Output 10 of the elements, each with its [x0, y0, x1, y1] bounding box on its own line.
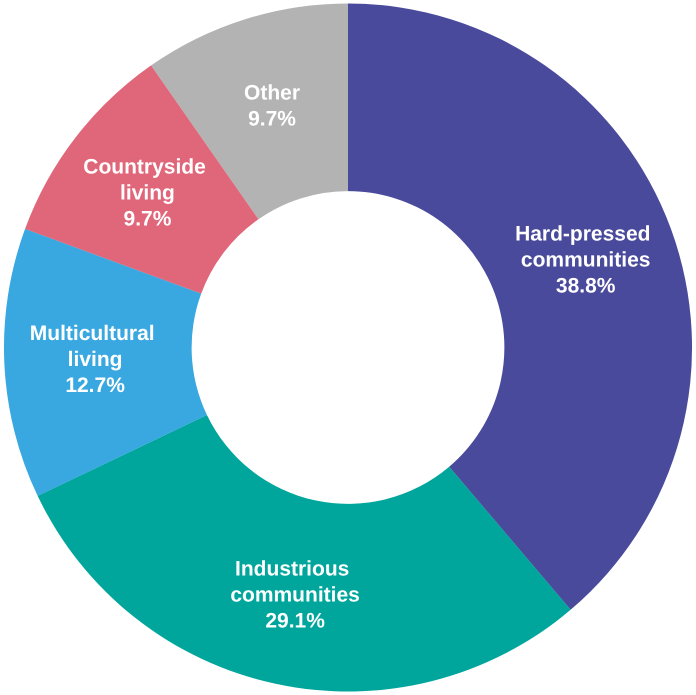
slice-label: Other	[244, 81, 300, 104]
data-label: 12.7%	[65, 374, 126, 397]
data-label: 9.7%	[124, 207, 172, 230]
slice-label: Multicultural living	[30, 322, 160, 371]
slice-label: Industrious communities	[230, 558, 360, 607]
data-label: 38.8%	[556, 274, 616, 298]
slice-label: Countryside living	[83, 155, 212, 204]
data-label: 29.1%	[265, 610, 326, 633]
slice-label: Hard-pressed communities	[515, 222, 656, 272]
data-label: 9.7%	[248, 107, 296, 130]
